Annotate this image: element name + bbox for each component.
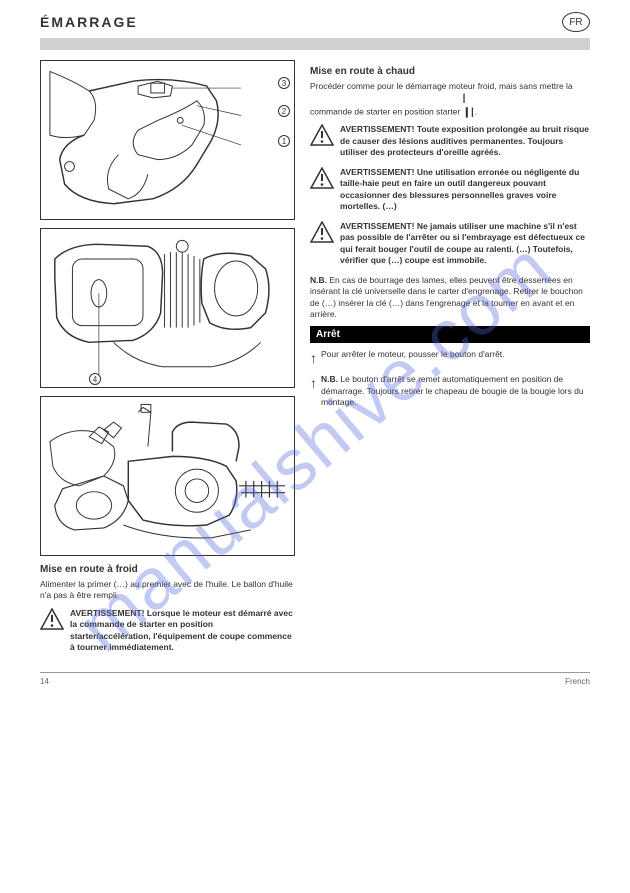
figure-3-start xyxy=(40,396,295,556)
subsection-hot-start: Mise en route à chaud xyxy=(310,66,590,77)
note-label: N.B. xyxy=(310,275,327,285)
warning-icon xyxy=(310,167,334,189)
warning-icon xyxy=(310,124,334,146)
hot-start-text: Procéder comme pour le démarrage moteur … xyxy=(310,81,573,117)
cold-start-text: Alimenter la primer (…) au premier avec … xyxy=(40,579,295,602)
subsection-cold-start: Mise en route à froid xyxy=(40,564,295,575)
warning-3-text: AVERTISSEMENT! Ne jamais utiliser une ma… xyxy=(340,221,590,267)
warning-icon xyxy=(40,608,64,630)
stop-text: Pour arrêter le moteur, pousser le bouto… xyxy=(321,349,505,360)
note-2: N.B. Le bouton d'arrêt se remet automati… xyxy=(321,374,590,408)
choke-icon: |❙| xyxy=(463,92,475,102)
lang-badge: FR xyxy=(562,12,590,32)
warning-1-text: AVERTISSEMENT! Toute exposition prolongé… xyxy=(340,124,590,158)
warning-4-text: AVERTISSEMENT! Lorsque le moteur est dém… xyxy=(70,608,295,654)
note-2-label: N.B. xyxy=(321,374,338,384)
callout-2: 2 xyxy=(278,105,290,117)
warning-icon xyxy=(310,221,334,243)
footer-lang: French xyxy=(565,677,590,686)
callout-3: 3 xyxy=(278,77,290,89)
note-1: N.B. En cas de bourrage des lames, elles… xyxy=(310,275,590,321)
up-arrow-icon: ↑ xyxy=(310,374,317,393)
figure-1-handle: 3 2 1 xyxy=(40,60,295,220)
stop-heading: Arrêt xyxy=(310,326,590,343)
section-title: ÉMARRAGE xyxy=(40,14,138,30)
note-2-text: Le bouton d'arrêt se remet automatiqueme… xyxy=(321,374,584,407)
figure-2-engine: 4 xyxy=(40,228,295,388)
warning-2-text: AVERTISSEMENT! Une utilisation erronée o… xyxy=(340,167,590,213)
up-arrow-icon: ↑ xyxy=(310,349,317,368)
callout-1: 1 xyxy=(278,135,290,147)
note-text: En cas de bourrage des lames, elles peuv… xyxy=(310,275,583,319)
header-rule xyxy=(40,38,590,50)
callout-4: 4 xyxy=(89,373,101,385)
page-number: 14 xyxy=(40,677,49,686)
hot-start-para: Procéder comme pour le démarrage moteur … xyxy=(310,81,590,118)
